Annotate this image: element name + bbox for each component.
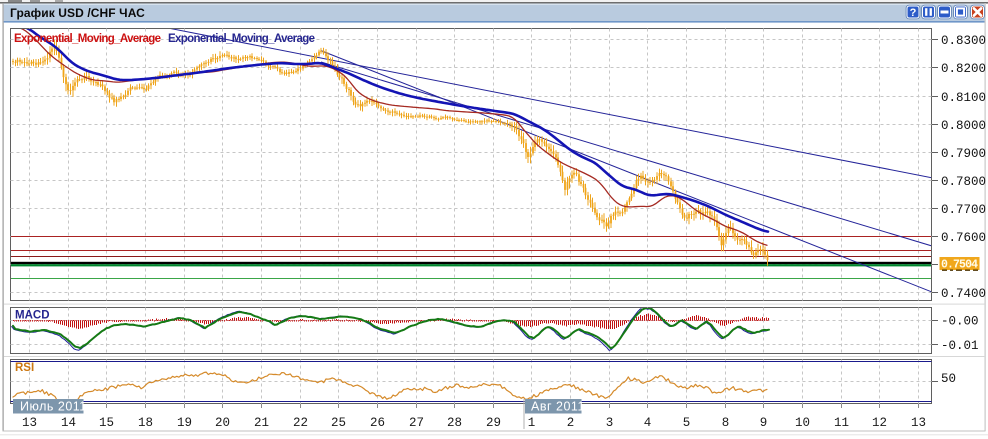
svg-text:26: 26 (370, 416, 385, 430)
svg-text:20: 20 (215, 416, 230, 430)
svg-text:4: 4 (644, 416, 652, 430)
svg-text:0.8000: 0.8000 (941, 119, 986, 133)
svg-text:10: 10 (795, 416, 810, 430)
svg-text:25: 25 (331, 416, 346, 430)
svg-text:0.7400: 0.7400 (941, 287, 986, 301)
svg-text:13: 13 (911, 416, 926, 430)
svg-text:29: 29 (486, 416, 501, 430)
svg-text:0.8300: 0.8300 (941, 34, 986, 48)
svg-text:11: 11 (834, 416, 849, 430)
svg-text:Июль 2011: Июль 2011 (20, 400, 87, 414)
svg-text:27: 27 (409, 416, 424, 430)
svg-text:12: 12 (872, 416, 887, 430)
svg-text:График USD /CHF ЧАС: График USD /CHF ЧАС (10, 6, 145, 20)
svg-text:15: 15 (99, 416, 114, 430)
svg-text:-0.01: -0.01 (941, 339, 979, 353)
svg-text:19: 19 (177, 416, 192, 430)
svg-text:22: 22 (293, 416, 308, 430)
svg-text:3: 3 (606, 416, 614, 430)
svg-text:?: ? (910, 7, 917, 19)
svg-text:Авг 2011: Авг 2011 (531, 400, 585, 414)
svg-text:MACD: MACD (15, 310, 50, 322)
svg-text:0.8100: 0.8100 (941, 91, 986, 105)
svg-text:0.7900: 0.7900 (941, 147, 986, 161)
svg-text:13: 13 (22, 416, 37, 430)
svg-text:0.7700: 0.7700 (941, 203, 986, 217)
svg-text:0.7800: 0.7800 (941, 175, 986, 189)
svg-text:Exponential_Moving_Average: Exponential_Moving_Average (14, 33, 161, 45)
svg-text:1: 1 (528, 416, 536, 430)
svg-text:5: 5 (683, 416, 691, 430)
svg-text:RSI: RSI (15, 362, 34, 374)
svg-text:9: 9 (760, 416, 768, 430)
svg-text:8: 8 (722, 416, 730, 430)
svg-text:0.8200: 0.8200 (941, 62, 986, 76)
svg-text:28: 28 (447, 416, 462, 430)
svg-text:0.7600: 0.7600 (941, 231, 986, 245)
svg-text:50: 50 (941, 372, 956, 386)
svg-text:Exponential_Moving_Average: Exponential_Moving_Average (168, 33, 315, 45)
svg-text:14: 14 (61, 416, 76, 430)
svg-text:0.7504: 0.7504 (941, 259, 978, 272)
svg-text:-0.00: -0.00 (941, 315, 979, 329)
svg-text:21: 21 (254, 416, 269, 430)
svg-text:2: 2 (567, 416, 575, 430)
svg-text:18: 18 (138, 416, 153, 430)
